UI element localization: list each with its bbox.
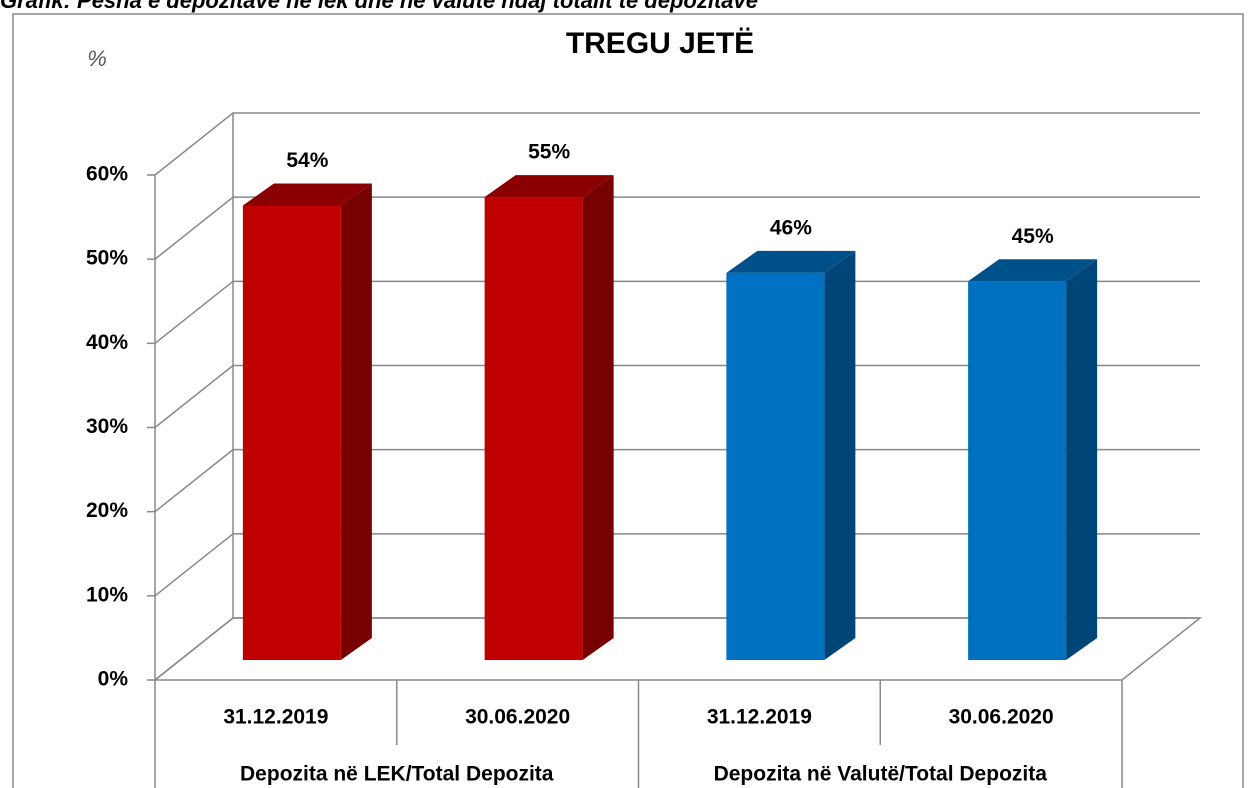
bar <box>968 281 1067 660</box>
grid-line <box>154 112 1200 176</box>
bar-top <box>968 259 1098 282</box>
bar-top <box>242 183 372 206</box>
bar-side <box>1066 259 1098 660</box>
caption: Grafik: Pesha e depozitave në lek dhe në… <box>0 0 758 13</box>
bar-side <box>582 175 614 661</box>
grid-line <box>154 448 1200 513</box>
group-label: Depozita në LEK/Total Depozita <box>240 763 554 786</box>
x-tick-label: 30.06.2020 <box>465 706 570 729</box>
y-tick-label: 10% <box>86 583 128 606</box>
x-tick-label: 31.12.2019 <box>707 706 812 729</box>
y-axis-label: % <box>87 46 107 71</box>
y-tick-label: 60% <box>86 163 128 186</box>
y-tick-label: 40% <box>86 331 128 354</box>
value-label: 54% <box>286 149 328 172</box>
value-label: 46% <box>770 216 812 239</box>
y-tick-label: 30% <box>86 415 128 438</box>
bar-side <box>824 250 856 661</box>
bar <box>242 205 341 660</box>
value-label: 55% <box>528 141 570 164</box>
chart-title: TREGU JETË <box>566 27 754 60</box>
x-tick-label: 30.06.2020 <box>949 706 1054 729</box>
x-tick-label: 31.12.2019 <box>223 706 328 729</box>
bar-top <box>484 175 614 198</box>
bar-side <box>340 183 372 660</box>
grid-line <box>154 364 1200 429</box>
value-label: 45% <box>1012 225 1054 248</box>
grid-line <box>154 280 1200 344</box>
y-tick-label: 0% <box>98 668 129 691</box>
grid-line <box>154 533 1200 597</box>
grid-line <box>154 196 1200 260</box>
group-label: Depozita në Valutë/Total Depozita <box>714 763 1048 786</box>
bar <box>726 272 825 660</box>
grid-line <box>154 617 1200 681</box>
frame <box>12 13 1244 788</box>
bar-top <box>726 250 856 273</box>
y-tick-label: 20% <box>86 499 128 522</box>
bar <box>484 197 583 661</box>
y-tick-label: 50% <box>86 247 128 270</box>
